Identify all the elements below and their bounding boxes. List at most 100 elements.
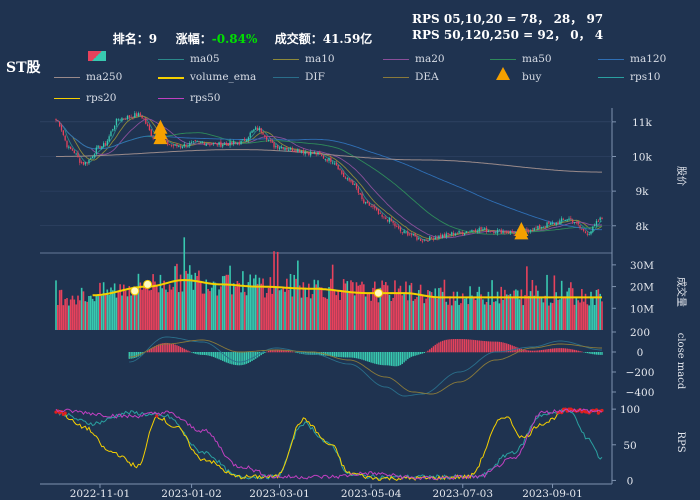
- volume-bar: [196, 275, 198, 330]
- candle-body: [310, 151, 312, 156]
- volume-bar: [231, 294, 233, 330]
- candle-body: [205, 143, 207, 146]
- volume-bar: [494, 301, 497, 330]
- volume-bar: [101, 295, 103, 330]
- volume-bar: [60, 289, 63, 330]
- macd-hist-bar: [454, 339, 457, 353]
- macd-hist-bar: [271, 349, 273, 353]
- macd-hist-bar: [273, 349, 275, 353]
- macd-hist-bar: [434, 344, 436, 353]
- candle-body: [88, 159, 90, 164]
- volume-bar: [513, 290, 515, 330]
- volume-bar: [374, 281, 376, 330]
- rps-tick-label: 0: [627, 475, 634, 487]
- macd-hist-bar: [571, 349, 574, 353]
- volume-bar: [174, 266, 176, 330]
- macd-hist-bar: [352, 352, 354, 358]
- macd-hist-bar: [537, 350, 539, 353]
- candle-body: [385, 217, 387, 220]
- macd-hist-bar: [480, 340, 482, 353]
- candle-body: [66, 140, 68, 148]
- candle-body: [586, 233, 588, 235]
- macd-hist-bar: [469, 339, 471, 353]
- candle-body: [214, 142, 217, 144]
- candle-body: [322, 155, 325, 159]
- volume-bar: [143, 284, 145, 330]
- volume-bar: [93, 301, 96, 330]
- macd-hist-bar: [533, 350, 535, 353]
- macd-hist-bar: [408, 352, 411, 358]
- candle-body: [482, 229, 484, 231]
- volume-bar: [194, 272, 197, 330]
- volume-bar: [331, 264, 334, 330]
- macd-hist-bar: [203, 352, 206, 355]
- candle-body: [200, 141, 202, 143]
- volume-bar: [227, 274, 230, 330]
- candle-body: [502, 231, 504, 234]
- macd-hist-bar: [192, 352, 195, 354]
- macd-hist-bar: [451, 339, 453, 353]
- candle-body: [277, 145, 279, 149]
- candle-body: [594, 224, 596, 226]
- line-ma120: [55, 119, 602, 231]
- macd-hist-bar: [405, 352, 407, 361]
- candle-body: [104, 143, 107, 145]
- macd-hist-bar: [458, 339, 460, 353]
- volume-bar: [384, 282, 387, 330]
- macd-hist-bar: [403, 352, 405, 363]
- price-tick-label: 9k: [635, 186, 649, 198]
- macd-hist-bar: [436, 343, 438, 353]
- volume-bar: [430, 292, 433, 330]
- candle-body: [70, 146, 72, 150]
- volume-bar: [540, 296, 543, 330]
- macd-hist-bar: [597, 352, 600, 355]
- macd-hist-bar: [456, 339, 458, 353]
- macd-hist-bar: [557, 348, 559, 353]
- volume-bar: [126, 296, 129, 330]
- volume-bar: [406, 300, 409, 330]
- candle-body: [137, 113, 140, 116]
- macd-hist-bar: [132, 352, 134, 359]
- candle-body: [90, 157, 92, 160]
- volume-bar: [212, 281, 215, 330]
- candle-body: [504, 232, 506, 233]
- volume-bar: [482, 299, 484, 330]
- legend-label-ma120: ma120: [630, 53, 667, 65]
- candle-body: [304, 151, 306, 155]
- candle-body: [110, 131, 112, 137]
- macd-hist-bar: [244, 352, 246, 365]
- macd-hist-bar: [262, 352, 264, 354]
- candle-body: [526, 228, 528, 231]
- candle-body: [344, 177, 347, 179]
- macd-hist-bar: [342, 352, 345, 358]
- macd-hist-bar: [595, 352, 598, 355]
- volume-bar: [260, 283, 263, 330]
- candle-body: [496, 229, 499, 234]
- candle-body: [308, 152, 310, 156]
- volume-bar: [364, 296, 367, 330]
- candle-body: [381, 214, 383, 217]
- candle-body: [86, 162, 88, 164]
- candle-body: [167, 140, 169, 145]
- volume-bar: [238, 283, 241, 330]
- candle-body: [79, 158, 81, 163]
- candle-body: [533, 228, 535, 231]
- candle-body: [253, 129, 255, 132]
- candle-body: [145, 118, 147, 124]
- candle-body: [126, 115, 129, 119]
- volume-bar: [176, 263, 178, 330]
- candle-body: [397, 226, 400, 229]
- volume-bar: [555, 292, 557, 330]
- macd-hist-bar: [331, 352, 334, 357]
- volume-bar: [293, 274, 295, 330]
- volume-bar: [207, 288, 209, 330]
- volume-bar: [390, 301, 393, 330]
- candle-body: [539, 225, 541, 229]
- macd-hist-bar: [346, 352, 349, 358]
- candle-body: [141, 115, 143, 119]
- legend-label-volume_ema: volume_ema: [190, 71, 257, 83]
- candle-body: [535, 227, 537, 229]
- volume-bar: [368, 292, 371, 330]
- candle-body: [328, 157, 330, 161]
- macd-hist-bar: [313, 352, 316, 355]
